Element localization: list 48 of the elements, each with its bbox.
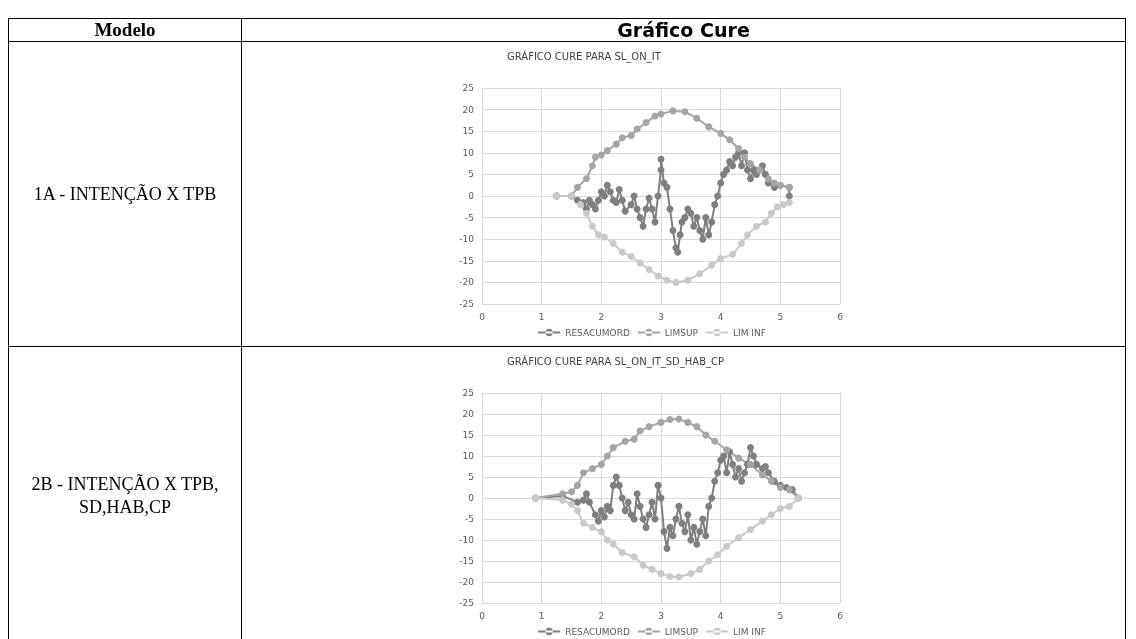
y-tick-label: 5 (468, 472, 474, 482)
x-tick-label: 0 (479, 311, 486, 322)
x-tick-label: 4 (717, 311, 724, 322)
y-tick-label: 20 (462, 104, 475, 115)
y-tick-label: -15 (459, 255, 474, 266)
y-tick-label: 25 (462, 83, 474, 93)
y-tick-label: 15 (462, 430, 474, 440)
x-tick-label: 4 (717, 610, 724, 621)
y-tick-label: 10 (462, 147, 475, 158)
chart-title: GRÁFICO CURE PARA SL_ON_IT (507, 49, 662, 63)
x-tick-label: 1 (538, 610, 545, 621)
x-tick-label: 2 (598, 311, 605, 322)
y-tick-label: -20 (459, 577, 475, 587)
y-tick-label: 25 (462, 388, 474, 398)
y-tick-label: 0 (468, 493, 475, 503)
y-tick-label: -25 (459, 299, 474, 309)
y-tick-label: -5 (465, 212, 474, 223)
x-tick-label: 6 (837, 311, 844, 322)
y-tick-label: -25 (459, 598, 474, 608)
legend-label: LIM INF (733, 327, 766, 338)
text: Modelo (8, 18, 242, 42)
y-tick-label: -5 (465, 514, 474, 524)
y-tick-label: 5 (468, 169, 474, 180)
y-tick-label: -10 (459, 535, 475, 545)
y-tick-label: 0 (468, 191, 475, 201)
x-tick-label: 6 (837, 610, 844, 621)
legend-label: RESACUMORD (565, 327, 630, 338)
y-tick-label: 15 (462, 126, 474, 137)
y-tick-label: -10 (459, 234, 475, 245)
legend-label: RESACUMORD (565, 626, 630, 637)
legend-label: LIM INF (733, 626, 766, 637)
x-tick-label: 3 (658, 311, 664, 322)
text: Gráfico Cure (241, 18, 1126, 42)
text: 1A - INTENÇÃO X TPB (8, 41, 242, 347)
y-tick-label: 20 (462, 409, 475, 419)
y-tick-label: -20 (459, 277, 475, 288)
x-tick-label: 2 (598, 610, 605, 621)
y-tick-label: 10 (462, 451, 475, 461)
chart-title: GRÁFICO CURE PARA SL_ON_IT_SD_HAB_CP (507, 354, 725, 368)
x-tick-label: 5 (777, 610, 784, 621)
x-tick-label: 1 (538, 311, 545, 322)
legend-label: LIMSUP (664, 626, 699, 637)
x-tick-label: 5 (777, 311, 784, 322)
y-tick-label: -15 (459, 556, 474, 566)
x-tick-label: 0 (479, 610, 486, 621)
text: 2B - INTENÇÃO X TPB, SD,HAB,CP (8, 346, 242, 639)
x-tick-label: 3 (658, 610, 664, 621)
legend-label: LIMSUP (664, 327, 699, 338)
